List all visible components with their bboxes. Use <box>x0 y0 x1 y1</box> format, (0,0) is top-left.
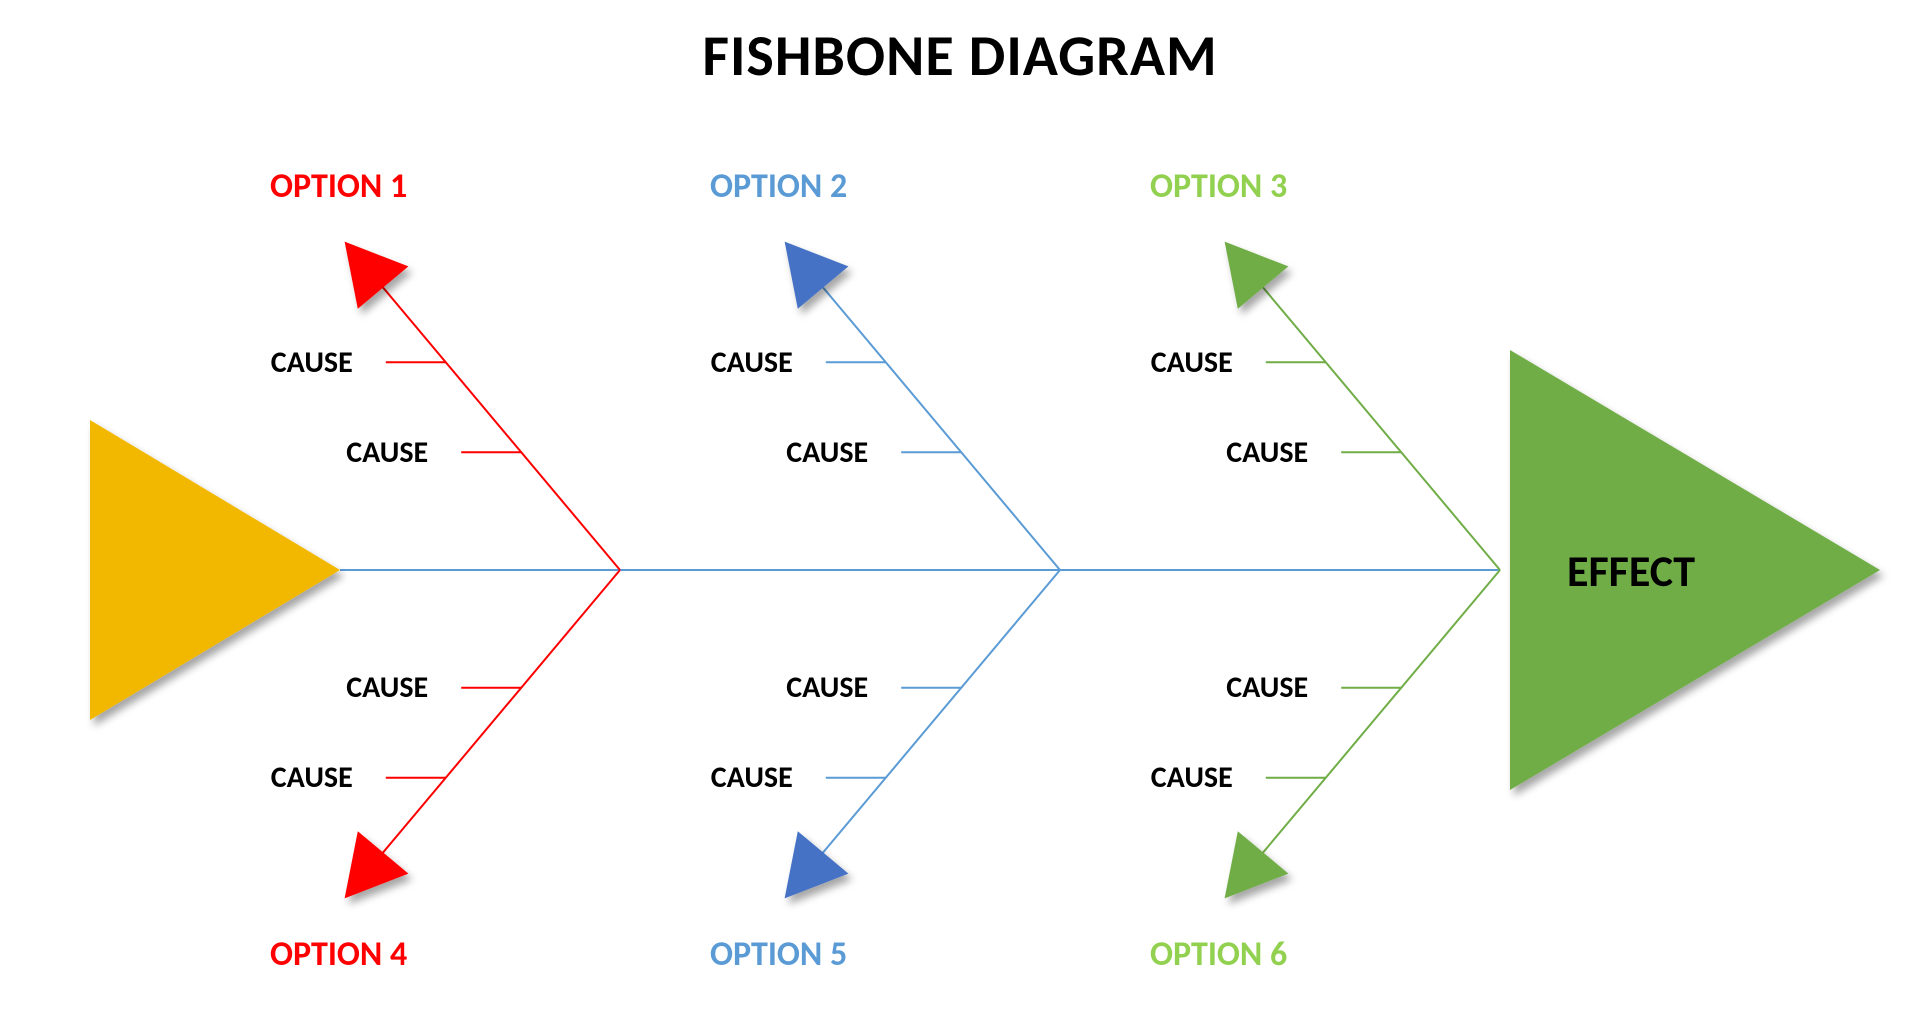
bone-arrowhead-3 <box>1225 242 1289 309</box>
cause-label-3-1: CAUSE <box>1151 344 1233 381</box>
bone-arrowhead-4 <box>345 831 409 898</box>
bone-line-5 <box>800 570 1060 880</box>
cause-label-6-2: CAUSE <box>1226 669 1308 706</box>
bone-arrowhead-5 <box>785 831 849 898</box>
cause-label-5-1: CAUSE <box>711 759 793 796</box>
bone-line-4 <box>360 570 620 880</box>
tail-triangle <box>90 420 340 720</box>
option-label-1: OPTION 1 <box>270 166 407 207</box>
bone-line-1 <box>360 260 620 570</box>
effect-label: EFFECT <box>1531 544 1731 598</box>
cause-label-6-1: CAUSE <box>1151 759 1233 796</box>
bone-arrowhead-2 <box>785 242 849 309</box>
cause-label-4-1: CAUSE <box>271 759 353 796</box>
bone-arrowhead-6 <box>1225 831 1289 898</box>
cause-label-4-2: CAUSE <box>346 669 428 706</box>
bone-line-6 <box>1240 570 1500 880</box>
cause-label-1-1: CAUSE <box>271 344 353 381</box>
bone-arrowhead-1 <box>345 242 409 309</box>
cause-label-2-2: CAUSE <box>786 434 868 471</box>
cause-label-3-2: CAUSE <box>1226 434 1308 471</box>
fishbone-canvas <box>0 0 1920 1024</box>
bone-line-3 <box>1240 260 1500 570</box>
option-label-3: OPTION 3 <box>1150 166 1287 207</box>
cause-label-1-2: CAUSE <box>346 434 428 471</box>
cause-label-5-2: CAUSE <box>786 669 868 706</box>
option-label-6: OPTION 6 <box>1150 934 1287 975</box>
option-label-5: OPTION 5 <box>710 934 847 975</box>
bone-line-2 <box>800 260 1060 570</box>
option-label-4: OPTION 4 <box>270 934 407 975</box>
option-label-2: OPTION 2 <box>710 166 847 207</box>
cause-label-2-1: CAUSE <box>711 344 793 381</box>
